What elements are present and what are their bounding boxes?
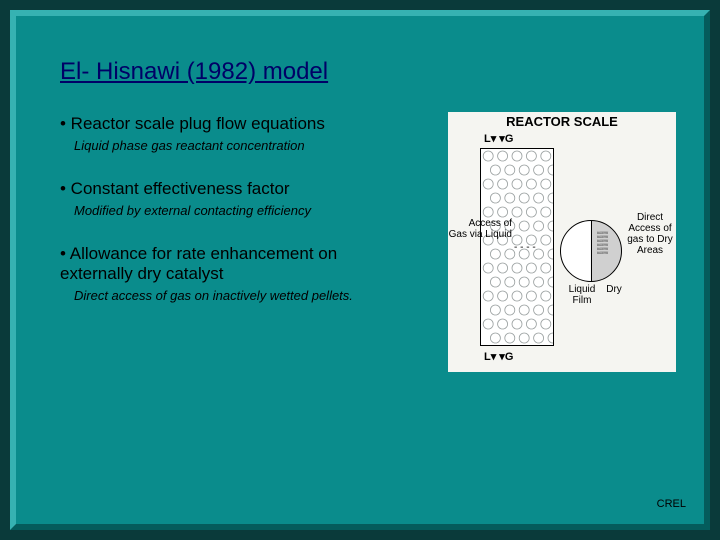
wet-dry-divider xyxy=(591,221,592,281)
indicator-dashes: - - - - xyxy=(514,242,536,253)
bullet-item: • Constant effectiveness factor Modified… xyxy=(60,179,432,218)
bullet-sub: Liquid phase gas reactant concentration xyxy=(74,138,432,153)
enlarged-pellet: ////////// ////////// ////////// ///////… xyxy=(560,220,622,282)
label-dry: Dry xyxy=(602,284,626,295)
inlet-arrows-top: L▾ ▾G xyxy=(484,132,513,145)
bullet-sub: Direct access of gas on inactively wette… xyxy=(74,288,432,303)
slide-frame-bevel: El- Hisnawi (1982) model • Reactor scale… xyxy=(10,10,710,530)
outlet-arrows-bottom: L▾ ▾G xyxy=(484,350,513,363)
label-direct-access-dry: Direct Access of gas to Dry Areas xyxy=(623,212,677,256)
slide-content: El- Hisnawi (1982) model • Reactor scale… xyxy=(16,16,704,524)
diagram-panel: REACTOR SCALE L▾ ▾G Access of Gas via Li… xyxy=(448,112,676,372)
label-access-via-liquid: Access of Gas via Liquid xyxy=(448,218,512,240)
bullet-main: • Constant effectiveness factor xyxy=(60,179,432,199)
bullet-sub: Modified by external contacting efficien… xyxy=(74,203,432,218)
reactor-scale-diagram: REACTOR SCALE L▾ ▾G Access of Gas via Li… xyxy=(448,112,676,372)
bullet-main: • Reactor scale plug flow equations xyxy=(60,114,432,134)
label-liquid-film: Liquid Film xyxy=(564,284,600,306)
footer-credit: CREL xyxy=(657,498,686,510)
slide-frame-outer: El- Hisnawi (1982) model • Reactor scale… xyxy=(0,0,720,540)
dry-area-hatch: ////////// ////////// ////////// ///////… xyxy=(597,231,619,267)
bullet-item: • Reactor scale plug flow equations Liqu… xyxy=(60,114,432,153)
bullet-item: • Allowance for rate enhancement on exte… xyxy=(60,244,432,303)
bullet-main: • Allowance for rate enhancement on exte… xyxy=(60,244,390,284)
two-column-layout: • Reactor scale plug flow equations Liqu… xyxy=(60,112,676,372)
bullet-list: • Reactor scale plug flow equations Liqu… xyxy=(60,112,432,303)
diagram-title: REACTOR SCALE xyxy=(448,114,676,129)
slide-title: El- Hisnawi (1982) model xyxy=(60,58,676,86)
